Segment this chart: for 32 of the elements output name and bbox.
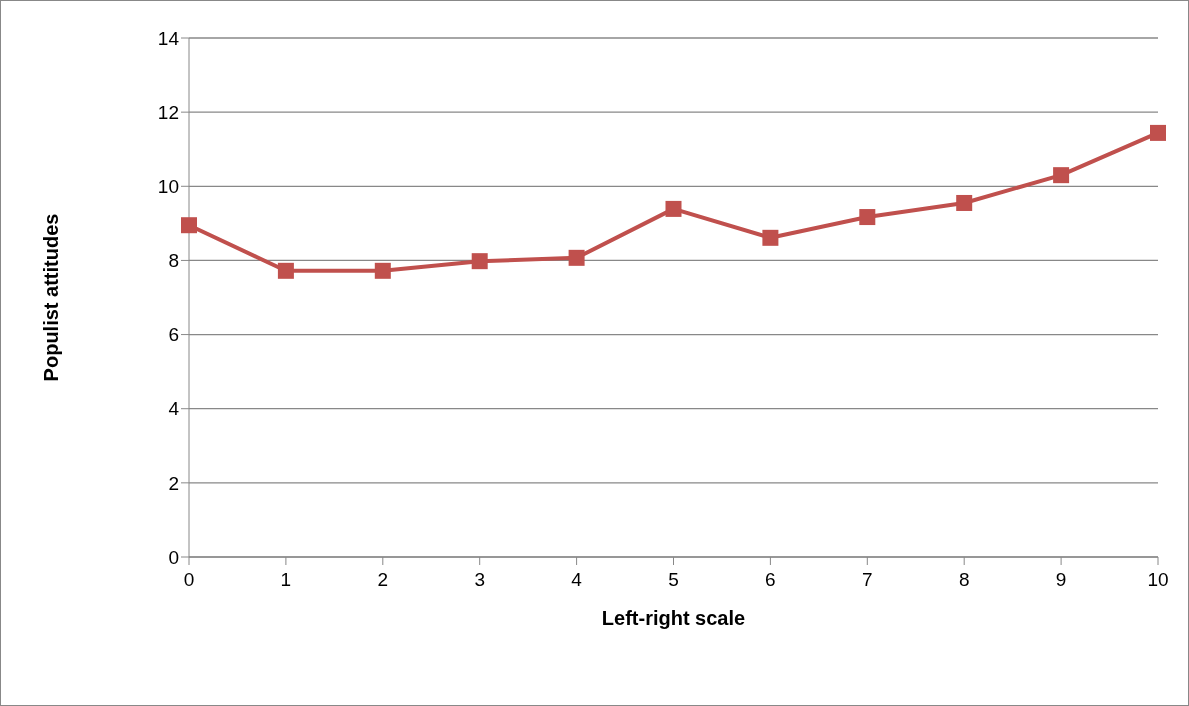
x-tick-label: 4 (571, 569, 583, 591)
x-axis-title: Left-right scale (601, 607, 746, 629)
x-tick-label: 3 (474, 569, 485, 591)
x-tick-label: 10 (1147, 569, 1169, 591)
point (762, 229, 779, 246)
x-tick-label: 1 (280, 569, 292, 591)
x-tick-label: 7 (862, 569, 873, 591)
point (277, 262, 294, 279)
point (859, 209, 876, 226)
x-tick-label: 8 (958, 569, 970, 591)
point (956, 194, 973, 211)
y-tick-label: 4 (168, 398, 180, 420)
point (374, 262, 391, 279)
x-tick-label: 9 (1055, 569, 1067, 591)
y-tick-label: 12 (157, 101, 179, 123)
y-axis-title: Populist attitudes (40, 213, 63, 382)
x-tick-label: 2 (377, 569, 389, 591)
y-tick-label: 0 (168, 546, 179, 568)
x-tick-label: 5 (668, 569, 679, 591)
y-tick-label: 10 (157, 176, 179, 198)
x-tick-label: 0 (183, 569, 195, 591)
point (181, 217, 197, 234)
point (568, 249, 585, 266)
point (1150, 124, 1166, 141)
point (471, 253, 488, 270)
y-tick-label: 14 (157, 27, 180, 49)
point (1053, 167, 1070, 184)
y-tick-label: 6 (168, 324, 179, 346)
point (665, 200, 682, 217)
y-tick-label: 2 (168, 472, 179, 494)
y-tick-label: 8 (168, 250, 179, 272)
x-tick-label: 6 (765, 569, 776, 591)
